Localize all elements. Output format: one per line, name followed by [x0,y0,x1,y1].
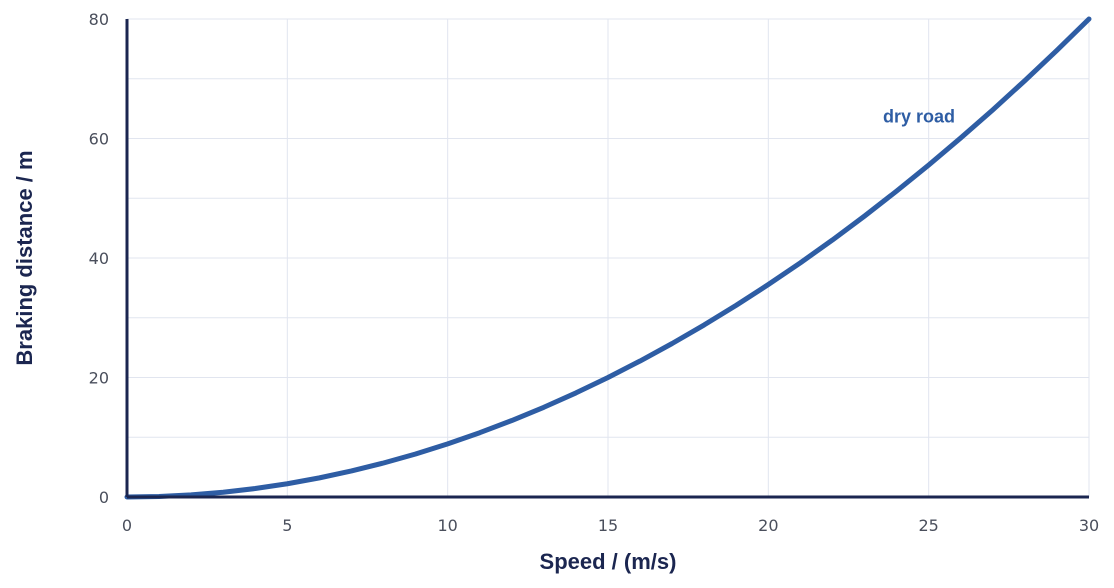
y-tick-label: 0 [99,488,109,507]
y-tick-label: 60 [89,130,109,149]
x-tick-label: 15 [598,516,618,535]
y-tick-label: 80 [89,10,109,29]
grid [127,18,1090,497]
x-axis-title: Speed / (m/s) [540,549,677,574]
series-layer [124,16,1092,500]
x-tick-label: 20 [758,516,778,535]
series-label-dry-road: dry road [883,106,955,126]
x-tick-label: 5 [282,516,292,535]
y-axis-title: Braking distance / m [12,150,37,365]
x-tick-label: 30 [1079,516,1099,535]
x-tick-label: 25 [918,516,938,535]
series-line-dry-road [124,16,1092,500]
x-tick-label: 10 [437,516,457,535]
tick-labels: 0 5 10 15 20 25 30 0 20 40 60 80 [89,10,1100,535]
x-tick-label: 0 [122,516,132,535]
y-tick-label: 20 [89,369,109,388]
axes [125,19,1089,499]
y-tick-label: 40 [89,249,109,268]
